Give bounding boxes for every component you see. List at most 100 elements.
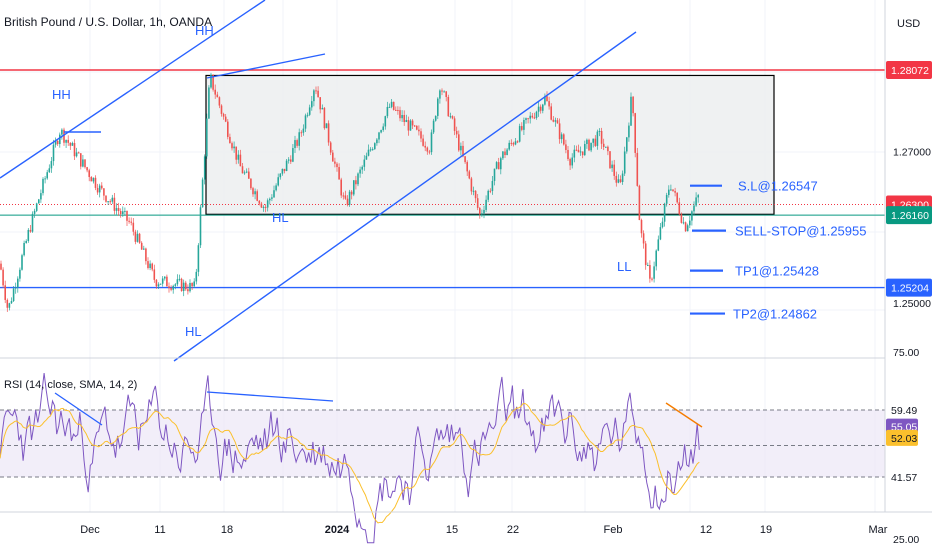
candle (145, 248, 147, 262)
candle (94, 177, 97, 188)
candle (277, 177, 279, 186)
candle (514, 141, 517, 145)
candle (533, 117, 536, 119)
candle (359, 169, 361, 174)
candle (409, 120, 412, 131)
trade-levels[interactable]: S.L@1.26547 SELL-STOP@1.25955 TP1@1.25428 T… (690, 179, 866, 322)
candle (422, 138, 424, 146)
candle (497, 162, 500, 170)
candle (285, 160, 288, 172)
candle (134, 231, 137, 242)
candle (109, 201, 111, 203)
annotations[interactable]: HH HH HL HL LL (52, 23, 631, 339)
candle (279, 173, 282, 178)
upper-channel-trendline[interactable] (0, 0, 266, 179)
candle (50, 161, 53, 169)
candle (529, 115, 531, 119)
x-ticks: Dec 11 18 2024 15 22 Feb 12 19 Mar (80, 524, 888, 536)
candle (298, 132, 300, 146)
candle (556, 120, 559, 124)
candle (334, 161, 336, 164)
candle (287, 159, 290, 161)
rsi-pane[interactable] (0, 373, 885, 544)
candle (691, 211, 693, 221)
candle (0, 263, 2, 270)
candle (227, 121, 229, 137)
candle (180, 278, 183, 292)
price-pane[interactable]: S.L@1.26547 SELL-STOP@1.25955 TP1@1.25428 T… (0, 0, 885, 362)
candle (437, 98, 439, 116)
candle (92, 177, 95, 182)
x-tick-label: 11 (154, 524, 165, 536)
candle (84, 159, 86, 168)
candle (262, 206, 265, 208)
candle (61, 129, 63, 135)
candle (220, 105, 223, 114)
rsi-divergence-top[interactable] (206, 391, 334, 402)
range-box[interactable] (205, 74, 775, 215)
candle (588, 139, 590, 151)
price-tag (886, 278, 932, 297)
candle (124, 210, 126, 212)
candle (390, 101, 393, 107)
candle (348, 191, 351, 205)
time-axis[interactable]: Dec 11 18 2024 15 22 Feb 12 19 Mar (0, 511, 932, 536)
candle (21, 255, 23, 270)
candle (476, 198, 479, 208)
candle (182, 282, 185, 292)
candle (250, 178, 252, 189)
candle (122, 211, 124, 214)
candle (304, 115, 307, 129)
price-tag (886, 206, 932, 225)
candle (628, 125, 630, 138)
trendlines[interactable] (0, 0, 637, 362)
x-tick-label: 22 (507, 524, 519, 536)
candle (65, 139, 67, 143)
candle (642, 233, 645, 244)
candle (327, 123, 330, 143)
rsi-divergence-left[interactable] (54, 392, 103, 426)
candle (552, 119, 555, 122)
candle (46, 172, 48, 179)
y-ticks: 1.27000 1.25000 (893, 146, 931, 310)
rsi-divergence-recent[interactable] (665, 402, 703, 428)
lower-channel-trendline[interactable] (173, 31, 637, 362)
price-tag-label: 1.28072 (891, 65, 929, 77)
x-tick-label: 15 (446, 524, 458, 536)
candle (132, 222, 135, 232)
candle (489, 190, 492, 192)
candle (386, 106, 389, 117)
candle (695, 197, 697, 206)
candles (0, 72, 699, 312)
candle (527, 118, 529, 120)
rsi-tag-label: 41.57 (891, 472, 917, 484)
candle (665, 194, 668, 204)
swing-label: HH (52, 87, 71, 102)
candle (151, 263, 153, 270)
candle (338, 167, 340, 180)
candle (418, 129, 420, 132)
candle (77, 152, 80, 154)
candle (264, 206, 267, 208)
candle (237, 154, 240, 160)
candle (546, 96, 548, 102)
rsi-divergence-lines[interactable] (54, 391, 703, 428)
candle (619, 179, 622, 183)
candle (54, 140, 57, 145)
candle (88, 170, 90, 177)
candle (617, 179, 620, 183)
top-divergence-trendline[interactable] (206, 53, 326, 79)
candle (193, 281, 195, 287)
candle (311, 101, 313, 108)
candle (413, 125, 416, 127)
rsi-tick-label: 75.00 (893, 347, 919, 359)
candle (632, 96, 634, 114)
candle (455, 130, 458, 135)
rsi-lines (0, 373, 700, 544)
candle (172, 285, 174, 290)
candle (380, 130, 382, 133)
candle (647, 265, 649, 267)
